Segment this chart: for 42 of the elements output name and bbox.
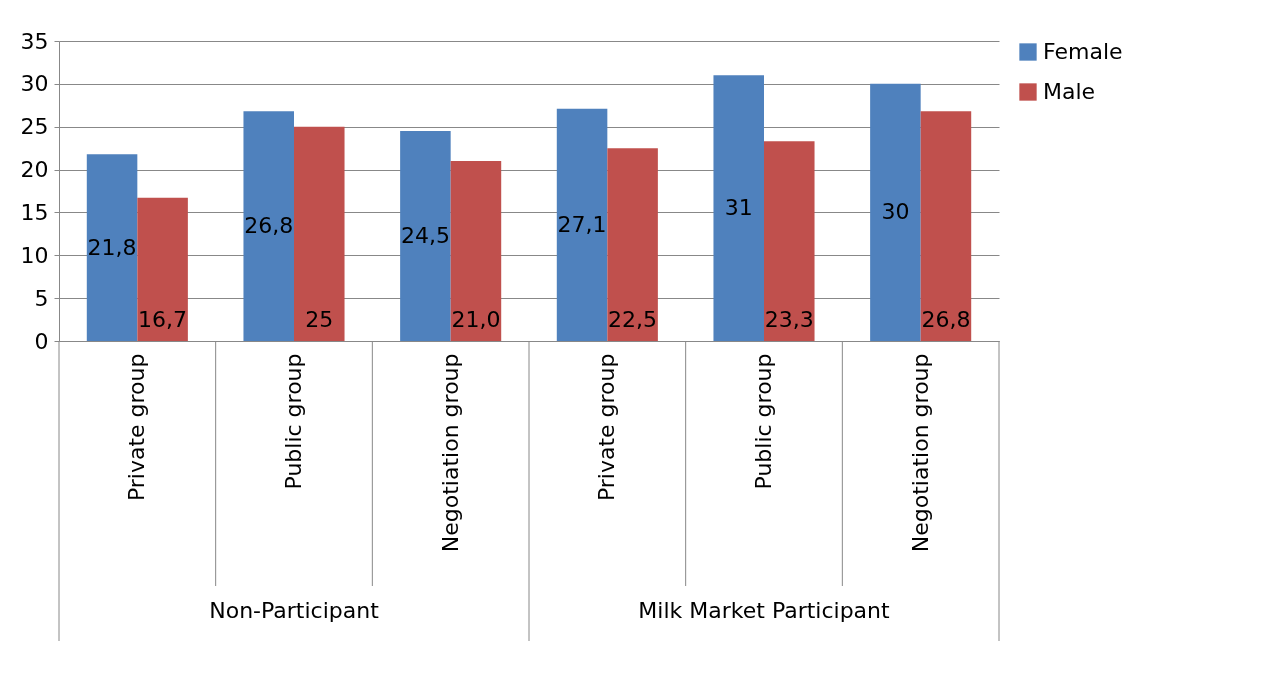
x-tick-label: Negotiation group	[437, 353, 463, 553]
y-tick-label: 25	[20, 114, 49, 140]
y-tick-label: 30	[20, 71, 49, 97]
data-label: 22,5	[608, 307, 658, 332]
x-tick-label: Public group	[281, 353, 306, 490]
bar	[294, 126, 345, 341]
data-label: 26,8	[921, 307, 971, 332]
data-label: 26,8	[244, 213, 294, 239]
data-label: 31	[724, 195, 753, 221]
y-tick-label: 0	[34, 328, 49, 354]
x-tick-label: Private group	[124, 353, 150, 502]
data-label: 25	[305, 307, 334, 332]
x-tick-label: Private group	[594, 353, 620, 502]
data-label: 30	[881, 199, 910, 225]
data-label: 21,8	[87, 234, 137, 260]
bar	[137, 197, 188, 341]
legend-label: Female	[1043, 39, 1123, 64]
text: Milk Market Participant	[638, 598, 891, 623]
bar	[86, 154, 138, 341]
bar	[243, 111, 294, 341]
data-label: 24,5	[400, 223, 450, 248]
text: Non-Participant	[209, 598, 380, 623]
y-tick-label: 20	[20, 157, 49, 183]
bar	[870, 83, 921, 341]
bar	[764, 141, 815, 341]
data-label: 23,3	[764, 307, 814, 332]
y-tick-label: 5	[34, 285, 49, 311]
x-tick-label: Public group	[751, 353, 776, 490]
data-label: 27,1	[557, 211, 607, 237]
bar	[713, 75, 764, 341]
y-tick-label: 15	[20, 199, 49, 225]
data-label: 16,7	[138, 307, 188, 332]
bar	[556, 108, 608, 341]
bar	[607, 148, 658, 341]
x-tick-label: Negotiation group	[907, 353, 933, 553]
bar	[920, 111, 972, 341]
bar	[400, 131, 451, 341]
data-label: 21,0	[451, 307, 501, 332]
bar	[450, 161, 502, 341]
y-tick-label: 35	[20, 28, 49, 54]
y-tick-label: 10	[20, 242, 49, 268]
legend-label: Male	[1043, 79, 1096, 104]
